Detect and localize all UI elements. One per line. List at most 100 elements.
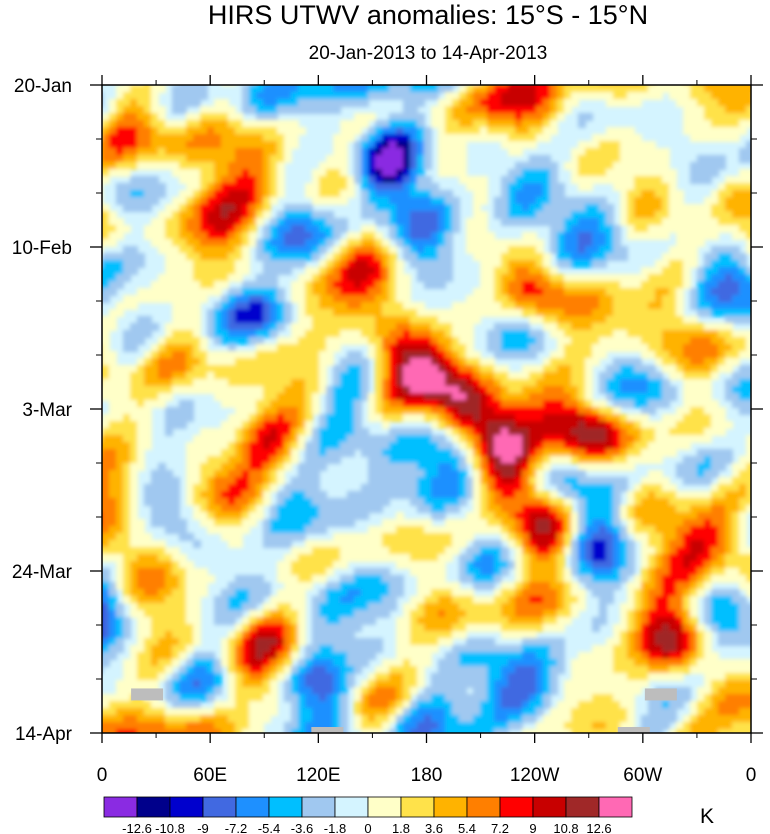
anomaly-cell	[263, 99, 271, 107]
anomaly-cell	[732, 288, 740, 296]
anomaly-cell	[347, 428, 355, 436]
anomaly-cell	[480, 512, 488, 520]
anomaly-cell	[578, 456, 586, 464]
anomaly-cell	[172, 330, 180, 338]
anomaly-cell	[564, 232, 572, 240]
anomaly-cell	[529, 309, 537, 317]
anomaly-cell	[522, 519, 530, 527]
anomaly-cell	[298, 204, 306, 212]
anomaly-cell	[536, 218, 544, 226]
anomaly-cell	[431, 190, 439, 198]
anomaly-cell	[438, 169, 446, 177]
anomaly-cell	[732, 260, 740, 268]
anomaly-cell	[214, 463, 222, 471]
anomaly-cell	[207, 127, 215, 135]
anomaly-cell	[228, 526, 236, 534]
anomaly-cell	[326, 400, 334, 408]
anomaly-cell	[403, 372, 411, 380]
anomaly-cell	[515, 218, 523, 226]
anomaly-cell	[228, 379, 236, 387]
anomaly-cell	[746, 246, 751, 254]
anomaly-cell	[578, 246, 586, 254]
anomaly-cell	[319, 239, 327, 247]
anomaly-cell	[613, 386, 621, 394]
anomaly-cell	[424, 337, 432, 345]
anomaly-cell	[165, 505, 173, 513]
anomaly-cell	[305, 428, 313, 436]
anomaly-cell	[130, 512, 138, 520]
anomaly-cell	[501, 267, 509, 275]
anomaly-cell	[151, 183, 159, 191]
anomaly-cell	[214, 155, 222, 163]
anomaly-cell	[557, 302, 565, 310]
anomaly-cell	[683, 330, 691, 338]
anomaly-cell	[102, 372, 110, 380]
anomaly-cell	[536, 246, 544, 254]
anomaly-cell	[424, 176, 432, 184]
anomaly-cell	[368, 407, 376, 415]
anomaly-cell	[557, 295, 565, 303]
anomaly-cell	[375, 358, 383, 366]
anomaly-cell	[648, 372, 656, 380]
anomaly-cell	[179, 225, 187, 233]
anomaly-cell	[725, 253, 733, 261]
anomaly-cell	[354, 358, 362, 366]
anomaly-cell	[585, 204, 593, 212]
anomaly-cell	[697, 414, 705, 422]
anomaly-cell	[487, 407, 495, 415]
anomaly-cell	[634, 141, 642, 149]
anomaly-cell	[109, 449, 117, 457]
anomaly-cell	[704, 302, 712, 310]
anomaly-cell	[270, 477, 278, 485]
anomaly-cell	[501, 337, 509, 345]
anomaly-cell	[228, 155, 236, 163]
anomaly-cell	[732, 113, 740, 121]
anomaly-cell	[704, 372, 712, 380]
anomaly-cell	[501, 491, 509, 499]
anomaly-cell	[312, 225, 320, 233]
anomaly-cell	[739, 393, 747, 401]
anomaly-cell	[256, 323, 264, 331]
anomaly-cell	[298, 351, 306, 359]
anomaly-cell	[235, 393, 243, 401]
anomaly-cell	[137, 162, 145, 170]
anomaly-cell	[410, 386, 418, 394]
anomaly-cell	[298, 505, 306, 513]
anomaly-cell	[403, 169, 411, 177]
anomaly-cell	[165, 491, 173, 499]
anomaly-cell	[690, 120, 698, 128]
anomaly-cell	[508, 407, 516, 415]
anomaly-cell	[445, 442, 453, 450]
anomaly-cell	[417, 463, 425, 471]
anomaly-cell	[186, 232, 194, 240]
anomaly-cell	[291, 246, 299, 254]
anomaly-cell	[228, 484, 236, 492]
anomaly-cell	[739, 211, 747, 219]
anomaly-cell	[641, 274, 649, 282]
anomaly-cell	[158, 498, 166, 506]
anomaly-cell	[214, 204, 222, 212]
anomaly-cell	[354, 428, 362, 436]
anomaly-cell	[669, 491, 677, 499]
anomaly-cell	[298, 477, 306, 485]
anomaly-cell	[599, 85, 607, 93]
anomaly-cell	[193, 155, 201, 163]
anomaly-cell	[130, 127, 138, 135]
anomaly-cell	[543, 106, 551, 114]
anomaly-cell	[641, 498, 649, 506]
anomaly-cell	[557, 435, 565, 443]
anomaly-cell	[683, 127, 691, 135]
anomaly-cell	[165, 155, 173, 163]
anomaly-cell	[543, 260, 551, 268]
anomaly-cell	[417, 351, 425, 359]
anomaly-cell	[186, 386, 194, 394]
anomaly-cell	[599, 316, 607, 324]
anomaly-cell	[676, 323, 684, 331]
anomaly-cell	[704, 155, 712, 163]
anomaly-cell	[137, 141, 145, 149]
anomaly-cell	[284, 148, 292, 156]
anomaly-cell	[739, 288, 747, 296]
anomaly-cell	[137, 400, 145, 408]
anomaly-cell	[564, 414, 572, 422]
anomaly-cell	[340, 323, 348, 331]
